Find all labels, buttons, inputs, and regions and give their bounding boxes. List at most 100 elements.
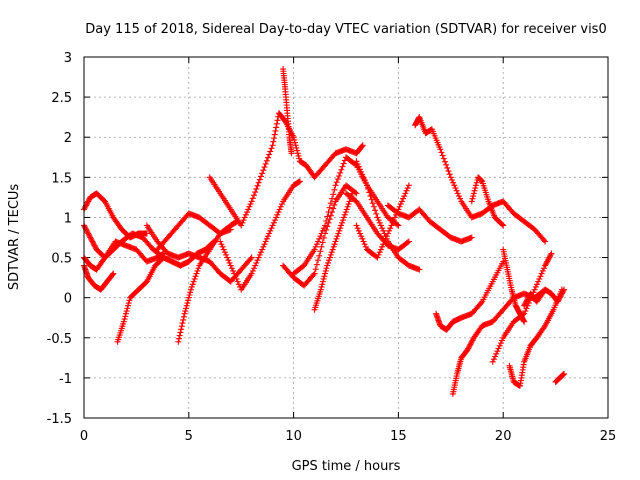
data-point [345,201,352,208]
data-point [382,235,389,242]
data-point [182,308,189,315]
data-point [269,222,276,229]
data-point [327,200,334,207]
data-point [353,222,360,229]
data-point [532,283,539,290]
data-point [523,298,530,305]
data-point [274,211,281,218]
data-point [468,340,475,347]
data-point [445,168,452,175]
data-point [533,281,540,288]
data-point [143,230,150,237]
data-point [320,234,327,241]
data-point [468,338,475,345]
data-point [90,241,97,248]
data-point [367,193,374,200]
data-point [387,225,394,232]
data-point [559,289,566,296]
data-point [240,217,247,224]
data-point [472,185,479,192]
data-point [238,222,245,229]
axis-ticks: 0 5 10 15 20 25 -1.5 -1 -0.5 0 0.5 1 1.5 2 2.5 3 [47,51,617,444]
data-point [336,227,343,234]
data-point [262,160,269,167]
data-point [326,254,333,261]
data-point [273,124,280,131]
data-point [363,182,370,189]
data-point [539,267,546,274]
data-point [311,246,318,253]
data-point [556,294,563,301]
data-point [465,345,472,352]
data-point [470,193,477,200]
x-tick-label: 10 [285,429,302,444]
data-point [457,195,464,202]
data-point [121,316,128,323]
data-point [110,270,117,277]
data-point [331,201,338,208]
data-point [86,233,93,240]
data-point [310,271,317,278]
data-point [335,230,342,237]
data-point [356,166,363,173]
data-point [178,323,185,330]
data-point [404,239,411,246]
data-point [443,161,450,168]
data-point [126,297,133,304]
data-point [521,302,528,309]
data-point [383,233,390,240]
data-point [247,201,254,208]
data-point [315,238,322,245]
data-point [386,227,393,234]
data-point [274,117,281,124]
data-point [472,182,479,189]
data-point [252,262,259,269]
data-point [188,283,195,290]
data-point [375,251,382,258]
data-point [355,227,362,234]
data-point [395,222,402,229]
data-point [327,212,334,219]
data-point [470,190,477,197]
data-point [377,246,384,253]
data-point [541,324,548,331]
data-point [224,254,231,261]
data-point [388,222,395,229]
data-point [267,148,274,155]
data-point [90,239,97,246]
data-point [544,258,551,265]
data-point [88,237,95,244]
data-point [558,291,565,298]
data-point [263,235,270,242]
data-point [316,235,323,242]
data-point [291,139,298,146]
y-tick-label: 2.5 [51,91,72,106]
data-point [317,233,324,240]
data-point [402,190,409,197]
data-point [109,271,116,278]
series-track-13 [280,182,360,289]
series-track-10 [217,178,303,293]
data-point [219,243,226,250]
series-track-27 [552,370,567,385]
data-point [331,241,338,248]
data-point [380,241,387,248]
series-track-7 [175,218,241,345]
data-point [326,204,333,211]
series-track-18 [353,182,412,261]
data-point [398,198,405,205]
data-point [473,179,480,186]
data-point [253,185,260,192]
data-point [466,342,473,349]
data-point [262,238,269,245]
data-point [235,281,242,288]
data-point [379,225,386,232]
data-point [82,203,89,210]
data-point [540,265,547,272]
data-point [440,155,447,162]
data-point [368,196,375,203]
data-point [339,217,346,224]
data-point [343,206,350,213]
y-tick-label: 0.5 [51,252,72,267]
